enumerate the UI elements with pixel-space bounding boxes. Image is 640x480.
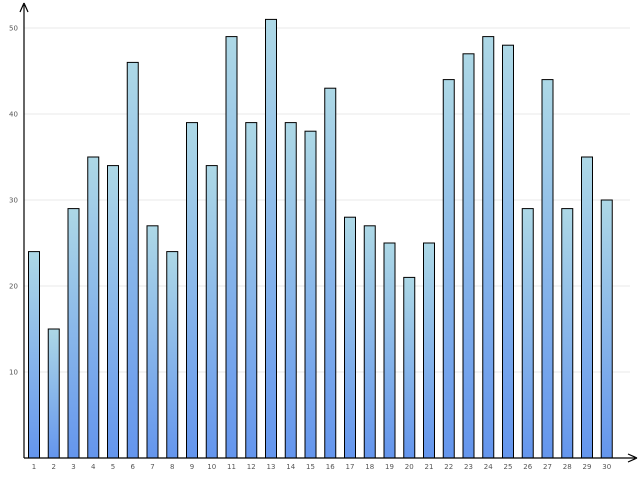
x-tick-label: 25 bbox=[504, 463, 513, 471]
y-tick-label: 10 bbox=[9, 369, 18, 377]
bar-15 bbox=[304, 130, 317, 459]
x-tick-label: 30 bbox=[602, 463, 611, 471]
x-tick-label: 1 bbox=[32, 463, 36, 471]
x-tick-label: 7 bbox=[150, 463, 154, 471]
x-tick-label: 22 bbox=[444, 463, 453, 471]
bar-16 bbox=[324, 87, 337, 459]
x-tick-label: 13 bbox=[267, 463, 276, 471]
x-tick-label: 10 bbox=[207, 463, 216, 471]
x-tick-label: 16 bbox=[326, 463, 335, 471]
bars bbox=[28, 18, 613, 459]
x-tick-label: 29 bbox=[583, 463, 592, 471]
x-tick-label: 12 bbox=[247, 463, 256, 471]
bar-12 bbox=[245, 122, 258, 459]
bar-2 bbox=[47, 328, 60, 459]
x-tick-label: 3 bbox=[71, 463, 75, 471]
axes bbox=[19, 2, 638, 463]
bar-8 bbox=[166, 251, 179, 459]
bar-4 bbox=[87, 156, 100, 459]
x-tick-label: 28 bbox=[563, 463, 572, 471]
bar-17 bbox=[344, 216, 356, 459]
bar-10 bbox=[205, 165, 218, 459]
y-tick-label: 30 bbox=[9, 197, 18, 205]
bar-28 bbox=[561, 208, 574, 459]
bar-9 bbox=[186, 122, 198, 459]
x-tick-label: 14 bbox=[286, 463, 295, 471]
bar-6 bbox=[126, 61, 139, 459]
x-axis-arrow-icon bbox=[627, 453, 638, 463]
x-tick-label: 6 bbox=[131, 463, 136, 471]
bar-30 bbox=[600, 199, 613, 459]
bar-13 bbox=[265, 18, 277, 459]
bar-14 bbox=[284, 122, 297, 459]
x-tick-label: 21 bbox=[425, 463, 434, 471]
y-axis-arrow-icon bbox=[19, 2, 29, 13]
bar-24 bbox=[482, 36, 495, 459]
bar-29 bbox=[581, 156, 593, 459]
y-tick-label: 40 bbox=[9, 111, 18, 119]
x-tick-label: 2 bbox=[52, 463, 56, 471]
bar-22 bbox=[442, 79, 455, 459]
x-tick-label: 5 bbox=[111, 463, 115, 471]
bar-1 bbox=[28, 251, 40, 459]
x-tick-label: 26 bbox=[523, 463, 532, 471]
bar-7 bbox=[146, 225, 159, 459]
x-tick-label: 27 bbox=[543, 463, 552, 471]
x-tick-label: 11 bbox=[227, 463, 236, 471]
x-tick-label: 18 bbox=[365, 463, 374, 471]
y-tick-label: 20 bbox=[9, 283, 18, 291]
bar-27 bbox=[541, 79, 554, 459]
bar-21 bbox=[423, 242, 435, 459]
bar-25 bbox=[502, 44, 514, 459]
x-tick-label: 24 bbox=[484, 463, 493, 471]
bar-23 bbox=[462, 53, 475, 459]
x-tick-label: 9 bbox=[190, 463, 194, 471]
bar-26 bbox=[521, 208, 534, 459]
x-tick-label: 20 bbox=[405, 463, 414, 471]
bar-11 bbox=[225, 36, 238, 459]
y-tick-label: 50 bbox=[9, 25, 18, 33]
bar-20 bbox=[403, 276, 416, 459]
x-tick-label: 15 bbox=[306, 463, 315, 471]
x-tick-label: 17 bbox=[346, 463, 355, 471]
x-tick-label: 23 bbox=[464, 463, 473, 471]
bar-3 bbox=[67, 208, 80, 459]
bar-19 bbox=[383, 242, 396, 459]
bar-5 bbox=[107, 165, 119, 459]
x-tick-label: 4 bbox=[91, 463, 96, 471]
bar-18 bbox=[363, 225, 376, 459]
x-tick-label: 8 bbox=[170, 463, 174, 471]
x-tick-label: 19 bbox=[385, 463, 394, 471]
